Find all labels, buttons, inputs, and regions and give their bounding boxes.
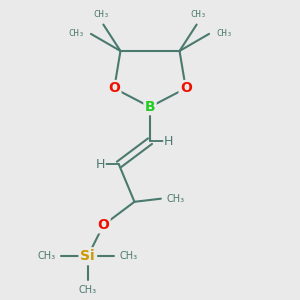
Text: CH₃: CH₃ (216, 29, 232, 38)
Text: H: H (96, 158, 105, 171)
Text: O: O (180, 81, 192, 95)
Text: H: H (164, 135, 173, 148)
Text: CH₃: CH₃ (79, 285, 97, 295)
Text: CH₃: CH₃ (94, 10, 110, 19)
Text: B: B (145, 100, 155, 114)
Text: O: O (108, 81, 120, 95)
Text: CH₃: CH₃ (167, 194, 184, 204)
Text: CH₃: CH₃ (120, 251, 138, 261)
Text: O: O (98, 218, 109, 232)
Text: CH₃: CH₃ (38, 251, 56, 261)
Text: Si: Si (80, 249, 95, 263)
Text: CH₃: CH₃ (68, 29, 84, 38)
Text: CH₃: CH₃ (190, 10, 206, 19)
